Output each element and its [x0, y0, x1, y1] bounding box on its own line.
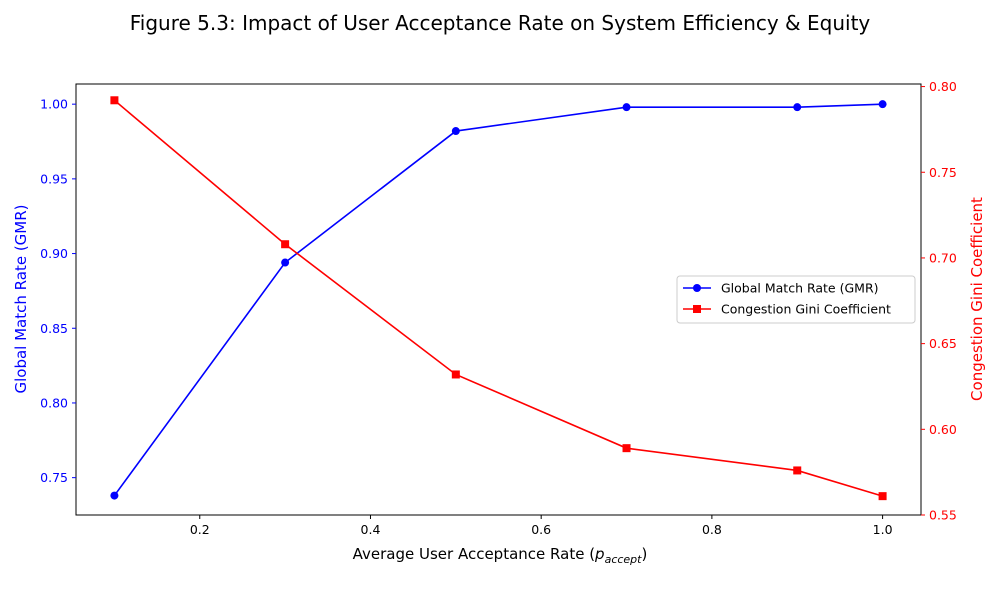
data-point-circle — [110, 491, 119, 500]
y-left-tick-label: 1.00 — [40, 97, 68, 112]
series-line-gini — [113, 99, 883, 497]
y-left-tick-label: 0.80 — [40, 395, 68, 410]
x-axis-label-suffix: ) — [641, 545, 647, 563]
y-right-tick-label: 0.55 — [929, 508, 957, 523]
data-point-square — [622, 444, 631, 453]
data-point-circle — [622, 103, 631, 112]
data-point-square — [110, 96, 119, 105]
y-right-tick-label: 0.80 — [929, 79, 957, 94]
y-right-tick-label: 0.75 — [929, 165, 957, 180]
legend-label: Congestion Gini Coefficient — [721, 302, 891, 317]
chart-title: Figure 5.3: Impact of User Acceptance Ra… — [130, 11, 871, 35]
plot-frame — [75, 83, 922, 516]
plot-area: 0.2 0.4 0.6 0.8 1.0 0.75 0.80 0.85 0.90 0.95 1.00 0… — [40, 79, 957, 537]
y-left-tick-label: 0.90 — [40, 246, 68, 261]
legend-marker-circle — [693, 284, 701, 292]
legend-label: Global Match Rate (GMR) — [721, 281, 879, 296]
legend: Global Match Rate (GMR) Congestion Gini C… — [676, 275, 916, 324]
x-tick-label: 0.4 — [361, 522, 381, 537]
data-point-circle — [878, 100, 887, 109]
x-axis-label: Average User Acceptance Rate (paccept) — [353, 545, 648, 566]
x-tick-label: 1.0 — [873, 522, 893, 537]
x-tick-label: 0.8 — [702, 522, 722, 537]
x-axis-label-text: Average User Acceptance Rate ( — [353, 545, 595, 563]
legend-marker-square — [693, 305, 701, 313]
x-tick-label: 0.2 — [190, 522, 210, 537]
legend-box — [676, 275, 916, 324]
data-point-square — [451, 370, 460, 379]
data-point-square — [793, 466, 802, 475]
y-left-tick-label: 0.95 — [40, 171, 68, 186]
series-line-gmr — [113, 103, 883, 497]
y-left-tick-label: 0.75 — [40, 470, 68, 485]
data-point-square — [281, 240, 290, 249]
y-right-tick-label: 0.65 — [929, 336, 957, 351]
data-point-circle — [451, 127, 460, 136]
x-axis-label-subscript: accept — [605, 553, 643, 566]
data-point-circle — [793, 103, 802, 112]
data-point-square — [878, 492, 887, 501]
x-axis-label-variable: p — [594, 545, 605, 563]
y-axis-left-label: Global Match Rate (GMR) — [12, 204, 30, 393]
y-left-tick-label: 0.85 — [40, 321, 68, 336]
data-point-circle — [281, 258, 290, 267]
y-axis-right-label: Congestion Gini Coefficient — [968, 197, 986, 401]
y-right-tick-label: 0.70 — [929, 250, 957, 265]
y-right-tick-label: 0.60 — [929, 422, 957, 437]
x-tick-label: 0.6 — [531, 522, 551, 537]
